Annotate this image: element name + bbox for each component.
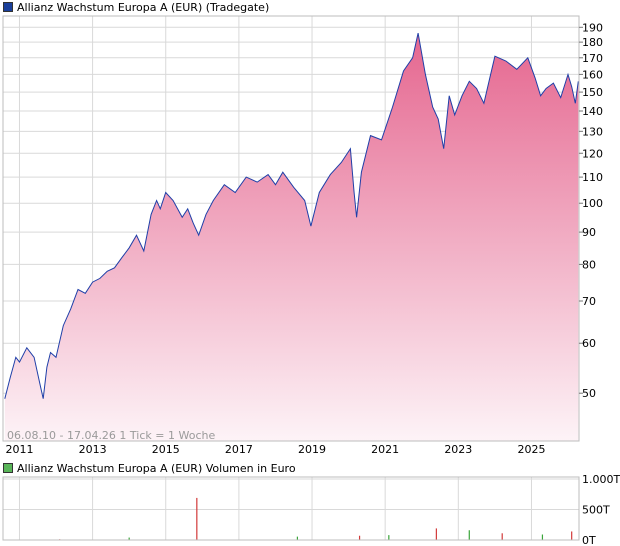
price-x-tick-label: 2025: [517, 443, 545, 456]
volume-bar: [388, 535, 390, 540]
price-y-tick-label: 150: [582, 86, 603, 99]
volume-bar: [128, 537, 130, 540]
volume-bar: [501, 533, 503, 540]
volume-bar: [468, 530, 470, 540]
volume-legend: Allianz Wachstum Europa A (EUR) Volumen …: [3, 461, 296, 475]
price-y-tick-label: 70: [582, 295, 596, 308]
price-x-tick-label: 2019: [298, 443, 326, 456]
price-line: [4, 32, 579, 399]
price-y-tick-label: 90: [582, 226, 596, 239]
price-y-tick-label: 80: [582, 258, 596, 271]
price-y-tick-label: 190: [582, 21, 603, 34]
price-legend-label: Allianz Wachstum Europa A (EUR) (Tradega…: [17, 0, 270, 14]
volume-bar: [435, 528, 437, 540]
price-y-tick-label: 160: [582, 68, 603, 81]
price-plot-frame: [2, 15, 580, 442]
price-y-tick-label: 120: [582, 147, 603, 160]
price-y-tick-label: 110: [582, 171, 603, 184]
price-area: [4, 33, 579, 441]
price-y-tick-label: 140: [582, 105, 603, 118]
price-y-tick-label: 180: [582, 36, 603, 49]
price-x-tick-label: 2015: [152, 443, 180, 456]
price-y-tick-label: 50: [582, 387, 596, 400]
price-legend-swatch: [3, 2, 13, 12]
volume-plot-frame: [2, 476, 580, 541]
volume-bar: [358, 535, 361, 540]
volume-bar: [296, 536, 298, 540]
price-x-tick-label: 2021: [371, 443, 399, 456]
volume-legend-label: Allianz Wachstum Europa A (EUR) Volumen …: [17, 461, 296, 475]
price-y-tick-label: 60: [582, 337, 596, 350]
price-x-tick-label: 2023: [444, 443, 472, 456]
price-x-tick-label: 2017: [225, 443, 253, 456]
price-x-tick-label: 2011: [5, 443, 33, 456]
volume-y-tick-label: 1.000T: [582, 473, 620, 486]
price-y-tick-label: 130: [582, 125, 603, 138]
volume-y-tick-label: 0T: [582, 534, 596, 546]
price-x-tick-label: 2013: [79, 443, 107, 456]
volume-bars: [59, 497, 573, 540]
volume-bar: [541, 534, 544, 540]
date-range-info: 06.08.10 - 17.04.26 1 Tick = 1 Woche: [7, 429, 215, 442]
volume-legend-swatch: [3, 463, 13, 473]
volume-y-axis: 1.000T 500T 0T: [582, 473, 620, 546]
price-x-axis: 2011 2013 2015 2017 2019 2021 2023 2025: [5, 443, 545, 456]
price-y-tick-label: 100: [582, 197, 603, 210]
volume-bar: [571, 531, 573, 540]
volume-grid: [3, 477, 579, 541]
price-y-tick-label: 170: [582, 52, 603, 65]
price-y-axis: 50 60 70 80 90 100 110 120 130 140 150 160 170 180 190: [579, 21, 603, 400]
volume-y-tick-label: 500T: [582, 504, 610, 517]
price-legend: Allianz Wachstum Europa A (EUR) (Tradega…: [3, 0, 269, 14]
volume-bar: [196, 497, 198, 540]
